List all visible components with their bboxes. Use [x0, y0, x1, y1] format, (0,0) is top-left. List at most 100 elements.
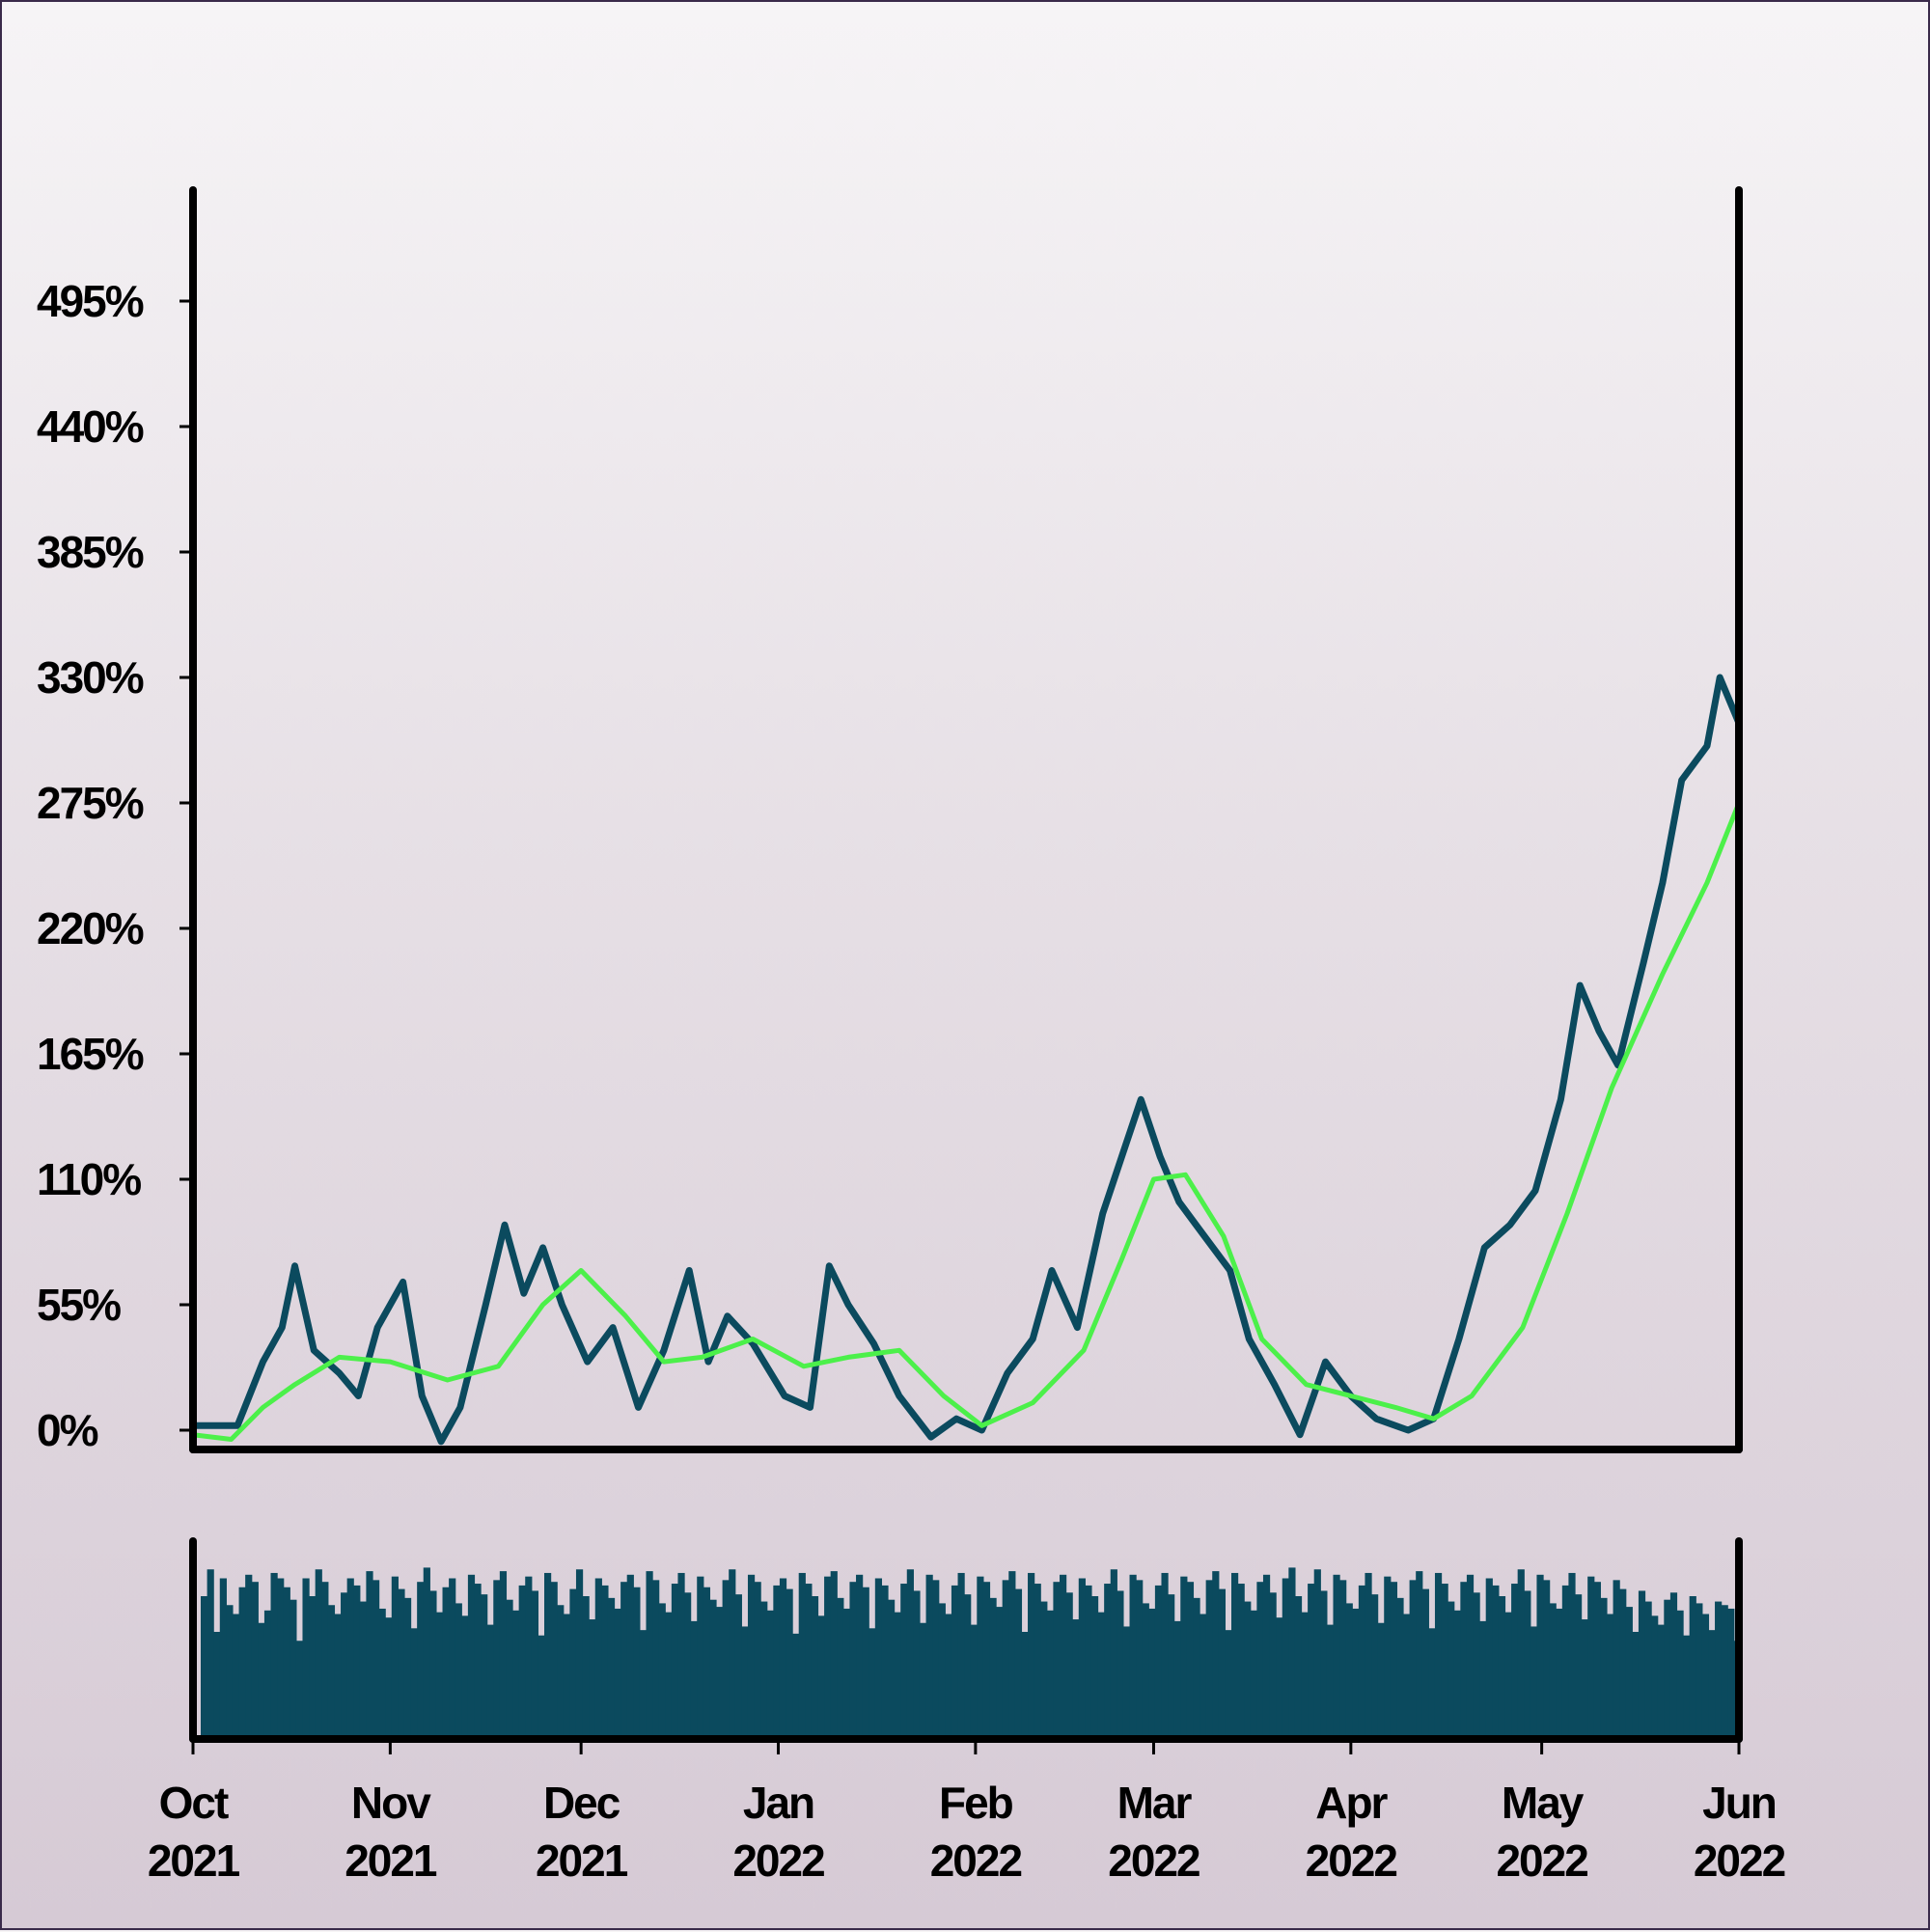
volume-bar	[913, 1590, 921, 1739]
volume-bar	[1403, 1614, 1411, 1739]
volume-bar	[1090, 1596, 1099, 1739]
volume-bar	[1511, 1584, 1519, 1739]
volume-bar	[461, 1615, 469, 1739]
x-tick-label-year: 2021	[536, 1835, 628, 1886]
volume-bar	[1696, 1603, 1703, 1739]
volume-bar	[1282, 1578, 1289, 1739]
volume-bar	[1721, 1605, 1728, 1739]
volume-bar	[321, 1582, 329, 1739]
y-tick-label: 165%	[37, 1029, 144, 1079]
volume-bar	[626, 1574, 634, 1739]
x-tick-label-month: May	[1502, 1778, 1585, 1828]
y-tick-label: 275%	[37, 778, 144, 828]
volume-bar	[1568, 1572, 1576, 1739]
volume-bar	[690, 1620, 698, 1739]
volume-bar	[410, 1628, 418, 1739]
x-tick-label-month: Dec	[543, 1778, 620, 1828]
volume-bar	[238, 1587, 246, 1739]
volume-bar	[1708, 1630, 1716, 1739]
volume-bar	[1294, 1596, 1303, 1739]
x-tick-label-year: 2022	[1306, 1835, 1397, 1886]
volume-bar	[786, 1588, 793, 1739]
volume-bar	[429, 1590, 437, 1739]
volume-bar	[334, 1614, 342, 1739]
volume-bar	[1689, 1596, 1696, 1739]
series-group	[193, 674, 1739, 1446]
volume-bar	[506, 1599, 513, 1739]
y-tick-label: 385%	[37, 527, 144, 577]
volume-bar	[1110, 1569, 1117, 1739]
volume-bar	[1504, 1612, 1512, 1739]
volume-bar	[938, 1603, 946, 1739]
volume-bar	[277, 1578, 285, 1739]
volume-bar	[932, 1580, 940, 1739]
volume-bar	[1396, 1597, 1404, 1739]
volume-bar	[989, 1597, 997, 1739]
volume-bar	[888, 1599, 896, 1739]
volume-bar	[1428, 1628, 1436, 1739]
volume-bar	[709, 1599, 717, 1739]
volume-bar	[874, 1578, 883, 1739]
volume-bar	[1365, 1572, 1372, 1739]
volume-bar	[1561, 1585, 1570, 1739]
volume-bar	[245, 1574, 253, 1739]
volume-bar	[455, 1603, 462, 1739]
volume-bar	[798, 1572, 806, 1739]
volume-bar	[219, 1578, 227, 1739]
volume-bar	[1371, 1594, 1379, 1739]
volume-bar	[1008, 1571, 1016, 1739]
x-tick-label-month: Apr	[1315, 1778, 1388, 1828]
volume-bar	[366, 1571, 373, 1739]
volume-bar	[671, 1584, 679, 1739]
volume-panel	[189, 1537, 1743, 1743]
volume-bar	[1046, 1610, 1055, 1739]
volume-bar	[378, 1608, 386, 1739]
volume-bar	[1085, 1585, 1092, 1739]
moving-average-line	[193, 800, 1739, 1442]
volume-bar	[1269, 1592, 1277, 1739]
volume-bar	[1657, 1624, 1665, 1739]
y-tick-label: 440%	[37, 401, 144, 452]
volume-bar	[1117, 1590, 1124, 1739]
volume-bar	[1473, 1592, 1480, 1739]
volume-bar	[544, 1572, 552, 1739]
volume-bar	[811, 1596, 819, 1739]
volume-bar	[1575, 1594, 1583, 1739]
volume-bar	[620, 1582, 628, 1739]
volume-bar	[398, 1588, 405, 1739]
x-tick-label-year: 2022	[1694, 1835, 1785, 1886]
volume-bar	[970, 1624, 978, 1739]
volume-bar	[1421, 1588, 1429, 1739]
volume-bar	[1587, 1576, 1595, 1739]
volume-bar	[837, 1597, 844, 1739]
volume-bar	[1193, 1597, 1200, 1739]
volume-bar	[754, 1582, 761, 1739]
volume-bar	[1466, 1574, 1475, 1739]
x-axis: Oct 2021 Nov 2021 Dec 2021 Jan 2022 Feb 2022 Mar 20…	[148, 1739, 1787, 1886]
volume-bar	[1078, 1578, 1086, 1739]
volume-bar	[1581, 1619, 1588, 1739]
volume-bar	[1517, 1569, 1525, 1739]
x-tick-label-year: 2021	[148, 1835, 240, 1886]
volume-bar	[1168, 1594, 1175, 1739]
volume-bar	[982, 1582, 991, 1739]
volume-bars	[201, 1567, 1742, 1739]
volume-bar	[1390, 1582, 1398, 1739]
volume-bar	[1065, 1592, 1073, 1739]
volume-bar	[703, 1587, 711, 1739]
volume-bar	[1122, 1626, 1131, 1739]
volume-bar	[575, 1569, 584, 1739]
volume-bar	[538, 1635, 545, 1739]
volume-bar	[1308, 1584, 1315, 1739]
volume-bar	[1212, 1571, 1220, 1739]
volume-bar	[1600, 1597, 1608, 1739]
volume-bar	[1434, 1572, 1443, 1739]
volume-bar	[1060, 1574, 1067, 1739]
volume-bar	[258, 1622, 265, 1739]
volume-bar	[359, 1601, 368, 1739]
volume-bar	[1301, 1612, 1309, 1739]
volume-bar	[894, 1612, 901, 1739]
x-tick-label-month: Jun	[1702, 1778, 1776, 1828]
